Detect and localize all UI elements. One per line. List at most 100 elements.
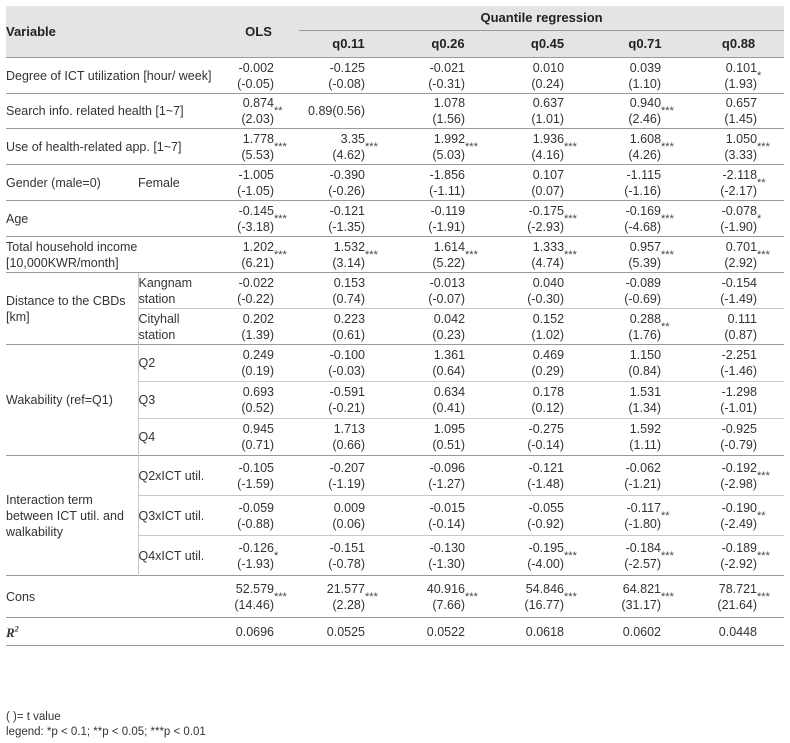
- t-value: (-1.80): [624, 516, 662, 531]
- coefficient-cell: 40.916 (7.66): [398, 575, 466, 618]
- coefficient-cell: -0.059 (-0.88): [218, 495, 274, 536]
- t-value: (5.53): [241, 147, 274, 162]
- t-value: (0.19): [241, 364, 274, 378]
- coefficient-cell: -0.275 (-0.14): [498, 418, 565, 456]
- coefficient-value: -0.021: [429, 60, 466, 75]
- t-value: (-1.91): [428, 219, 466, 234]
- significance-stars: [365, 418, 399, 456]
- t-value: (-0.07): [428, 291, 466, 306]
- t-value: (-2.49): [720, 516, 758, 531]
- coefficient-value: -0.154: [721, 275, 758, 290]
- coefficient-value: 1.608: [629, 131, 662, 146]
- coefficient-value: -0.121: [329, 203, 366, 218]
- t-value: (-0.26): [328, 183, 366, 198]
- coefficient-cell: 0.101 (1.93): [693, 57, 758, 94]
- t-value: (1.02): [531, 327, 565, 342]
- coefficient-cell: 1.713 (0.66): [299, 418, 366, 456]
- table-row: Q3xICT util. -0.059 (-0.88) 0.009 (0.06) -0.0…: [6, 495, 785, 536]
- header-quantile: q0.45: [498, 30, 598, 58]
- t-value: (1.93): [724, 76, 758, 91]
- header-quantile: q0.88: [693, 30, 785, 58]
- significance-stars: [465, 308, 499, 345]
- t-value: (0.23): [432, 327, 466, 342]
- significance-stars: ***: [365, 128, 399, 165]
- t-value: (-0.03): [328, 364, 366, 378]
- coefficient-cell: 1.202 (6.21): [218, 236, 274, 273]
- coefficient-cell: 0.010 (0.24): [498, 57, 565, 94]
- t-value: (-1.19): [328, 476, 366, 491]
- significance-stars: ***: [564, 236, 598, 273]
- significance-stars: [365, 344, 399, 382]
- header-variable: Variable: [6, 6, 218, 58]
- t-value: (0.74): [332, 291, 366, 306]
- coefficient-cell: 0.249 (0.19): [218, 344, 274, 382]
- significance-stars: ***: [465, 128, 499, 165]
- r-squared-superscript: 2: [14, 624, 19, 634]
- t-value: (0.07): [531, 183, 565, 198]
- t-value: (5.39): [628, 255, 662, 270]
- t-value: (-0.08): [328, 76, 366, 91]
- significance-stars: ***: [757, 575, 785, 618]
- coefficient-cell: -1.115 (-1.16): [597, 164, 662, 201]
- t-value: (-2.98): [720, 476, 758, 491]
- significance-stars: [757, 381, 785, 419]
- significance-stars: [564, 381, 598, 419]
- t-value: (0.29): [531, 364, 565, 378]
- t-value: (0.71): [241, 438, 274, 452]
- coefficient-value: 1.078: [433, 96, 466, 110]
- coefficient-value: 54.846: [525, 581, 565, 596]
- coefficient-value: -0.390: [329, 167, 366, 182]
- t-value: (-4.00): [527, 556, 565, 571]
- coefficient-cell: 1.531 (1.34): [597, 381, 662, 419]
- significance-stars: *: [757, 57, 785, 94]
- significance-stars: ***: [564, 575, 598, 618]
- significance-stars: ***: [757, 128, 785, 165]
- coefficient-value: 1.050: [725, 131, 758, 146]
- coefficient-cell: 1.333 (4.74): [498, 236, 565, 273]
- coefficient-value: 64.821: [622, 581, 662, 596]
- coefficient-value: -0.130: [429, 540, 466, 555]
- r-squared-spacer: [465, 617, 499, 646]
- t-value: (4.16): [531, 147, 565, 162]
- t-value: (4.26): [628, 147, 662, 162]
- significance-stars: [661, 164, 694, 201]
- coefficient-cell: -0.105 (-1.59): [218, 455, 274, 496]
- t-value: (0.06): [332, 516, 366, 531]
- coefficient-value: 0.152: [532, 311, 565, 326]
- row-variable: Age: [6, 200, 218, 237]
- t-value: (-0.78): [328, 556, 366, 571]
- significance-stars: [365, 381, 399, 419]
- r-squared-symbol: R2: [6, 625, 19, 640]
- significance-stars: ***: [661, 200, 694, 237]
- table-row: Gender (male=0) Female -1.005 (-1.05) -0.390…: [6, 164, 785, 201]
- significance-stars: *: [757, 200, 785, 237]
- significance-stars: [465, 93, 499, 129]
- row-variable: Cons: [6, 575, 218, 618]
- coefficient-cell: 0.637 (1.01): [498, 93, 565, 129]
- coefficient-cell: -0.125 (-0.08): [299, 57, 366, 94]
- significance-stars: [274, 418, 300, 456]
- significance-stars: [274, 272, 300, 309]
- significance-stars: [365, 308, 399, 345]
- coefficient-cell: 1.078 (1.56): [398, 93, 466, 129]
- coefficient-value: 0.469: [532, 348, 565, 362]
- coefficient-value: -2.251: [721, 348, 758, 362]
- significance-stars: ***: [564, 535, 598, 576]
- coefficient-cell: -0.151 (-0.78): [299, 535, 366, 576]
- coefficient-value: 52.579: [235, 581, 274, 596]
- header-ols: OLS: [218, 6, 300, 58]
- coefficient-value: -0.119: [430, 203, 466, 218]
- significance-stars: [564, 495, 598, 536]
- coefficient-value: 0.940: [629, 96, 662, 110]
- significance-stars: [564, 455, 598, 496]
- coefficient-value: 0.010: [532, 60, 565, 75]
- coefficient-cell: 64.821 (31.17): [597, 575, 662, 618]
- significance-stars: [465, 495, 499, 536]
- coefficient-value: 0.039: [629, 60, 662, 75]
- coefficient-cell: -0.591 (-0.21): [299, 381, 366, 419]
- header-quantile: q0.11: [299, 30, 399, 58]
- table-row: Wakability (ref=Q1) Q2 0.249 (0.19) -0.100 (-…: [6, 344, 785, 456]
- coefficient-cell: -1.298 (-1.01): [693, 381, 758, 419]
- coefficient-cell: -0.925 (-0.79): [693, 418, 758, 456]
- coefficient-cell: -0.184 (-2.57): [597, 535, 662, 576]
